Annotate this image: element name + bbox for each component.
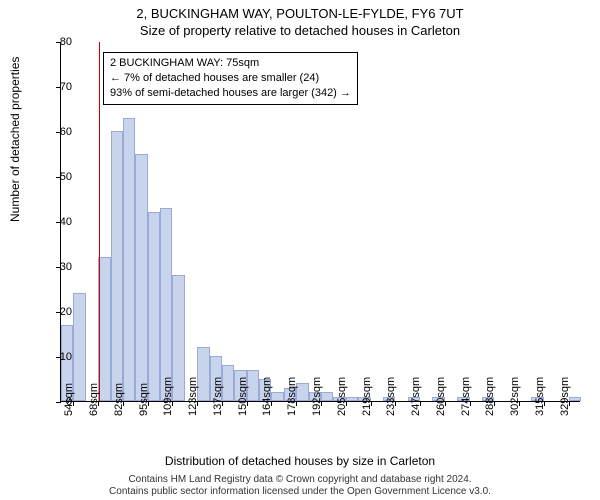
info-box-line: 93% of semi-detached houses are larger (…	[110, 86, 351, 101]
footer-line-2: Contains public sector information licen…	[0, 486, 600, 498]
histogram-bar	[160, 208, 172, 402]
info-box-line: ← 7% of detached houses are smaller (24)	[110, 71, 351, 86]
chart-area: 2 BUCKINGHAM WAY: 75sqm← 7% of detached …	[60, 42, 580, 402]
histogram-bar	[73, 293, 85, 401]
plot-region: 2 BUCKINGHAM WAY: 75sqm← 7% of detached …	[60, 42, 580, 402]
histogram-bar	[271, 392, 283, 401]
ytick-label: 50	[42, 171, 72, 183]
ytick-label: 60	[42, 126, 72, 138]
info-box-line: 2 BUCKINGHAM WAY: 75sqm	[110, 56, 351, 71]
subject-marker-line	[99, 42, 100, 401]
footer-line-1: Contains HM Land Registry data © Crown c…	[0, 474, 600, 486]
histogram-bar	[148, 212, 160, 401]
histogram-bar	[197, 347, 209, 401]
histogram-bar	[135, 154, 147, 402]
chart-title-main: 2, BUCKINGHAM WAY, POULTON-LE-FYLDE, FY6…	[0, 0, 600, 21]
ytick-label: 70	[42, 81, 72, 93]
chart-title-sub: Size of property relative to detached ho…	[0, 21, 600, 42]
ytick-label: 80	[42, 36, 72, 48]
histogram-bar	[172, 275, 184, 401]
info-box: 2 BUCKINGHAM WAY: 75sqm← 7% of detached …	[103, 52, 358, 105]
ytick-label: 10	[42, 351, 72, 363]
footer-attribution: Contains HM Land Registry data © Crown c…	[0, 474, 600, 498]
ytick-label: 30	[42, 261, 72, 273]
histogram-bar	[123, 118, 135, 402]
y-axis-title: Number of detached properties	[8, 57, 22, 222]
histogram-bar	[296, 383, 308, 401]
x-axis-title: Distribution of detached houses by size …	[0, 454, 600, 468]
ytick-label: 20	[42, 306, 72, 318]
ytick-label: 40	[42, 216, 72, 228]
histogram-bar	[111, 131, 123, 401]
